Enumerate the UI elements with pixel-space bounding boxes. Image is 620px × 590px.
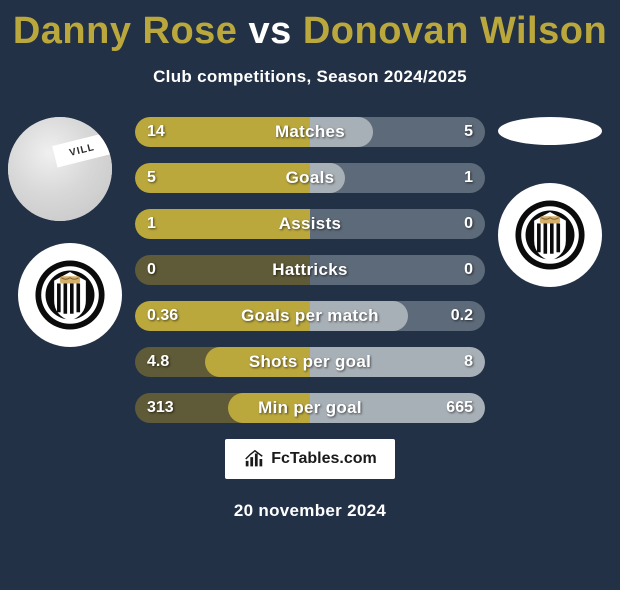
bar-left-fill <box>135 163 310 193</box>
bar-right-fill <box>310 393 485 423</box>
bar-right-half <box>310 255 485 285</box>
bar-right-half <box>310 163 485 193</box>
player2-club-logo <box>498 183 602 287</box>
bar-left-half <box>135 209 310 239</box>
bar-right-fill <box>310 163 345 193</box>
stats-bars: Matches145 Goals51 Assists10 Hattricks00 Goa… <box>135 117 485 423</box>
bar-right-fill <box>310 301 408 331</box>
footer-date: 20 november 2024 <box>0 501 620 521</box>
vs-label: vs <box>249 10 292 52</box>
bar-left-half <box>135 301 310 331</box>
bar-left-half <box>135 255 310 285</box>
bar-left-fill <box>135 209 310 239</box>
bar-left-fill <box>135 301 310 331</box>
bar-left-half <box>135 163 310 193</box>
chart-icon <box>243 448 265 470</box>
bar-left-bg <box>135 255 310 285</box>
bar-left-half <box>135 393 310 423</box>
player2-name: Donovan Wilson <box>303 10 607 52</box>
footer-brand: FcTables.com <box>225 439 395 479</box>
bar-left-fill <box>205 347 310 377</box>
bar-left-half <box>135 347 310 377</box>
player1-club-logo <box>18 243 122 347</box>
subtitle: Club competitions, Season 2024/2025 <box>0 67 620 87</box>
bar-left-fill <box>228 393 310 423</box>
bar-left-fill <box>135 117 310 147</box>
stat-row: Goals51 <box>135 163 485 193</box>
stat-row: Assists10 <box>135 209 485 239</box>
player1-name: Danny Rose <box>13 10 238 52</box>
bar-right-fill <box>310 347 485 377</box>
content-area: VILL Matches145G <box>0 117 620 423</box>
stat-row: Min per goal313665 <box>135 393 485 423</box>
stat-row: Shots per goal4.88 <box>135 347 485 377</box>
player2-photo <box>498 117 602 145</box>
stat-row: Hattricks00 <box>135 255 485 285</box>
club-crest-icon <box>514 199 586 271</box>
footer-brand-text: FcTables.com <box>271 450 377 468</box>
stat-row: Goals per match0.360.2 <box>135 301 485 331</box>
bar-right-half <box>310 347 485 377</box>
bar-right-fill <box>310 117 373 147</box>
bar-right-half <box>310 117 485 147</box>
stat-row: Matches145 <box>135 117 485 147</box>
comparison-title: Danny Rose vs Donovan Wilson <box>0 10 620 53</box>
bar-right-bg <box>310 209 485 239</box>
bar-left-half <box>135 117 310 147</box>
bar-right-half <box>310 393 485 423</box>
bar-right-bg <box>310 255 485 285</box>
bar-right-half <box>310 301 485 331</box>
club-crest-icon <box>34 259 106 331</box>
player1-photo-bg <box>8 117 112 221</box>
player1-photo: VILL <box>8 117 112 221</box>
bar-right-half <box>310 209 485 239</box>
